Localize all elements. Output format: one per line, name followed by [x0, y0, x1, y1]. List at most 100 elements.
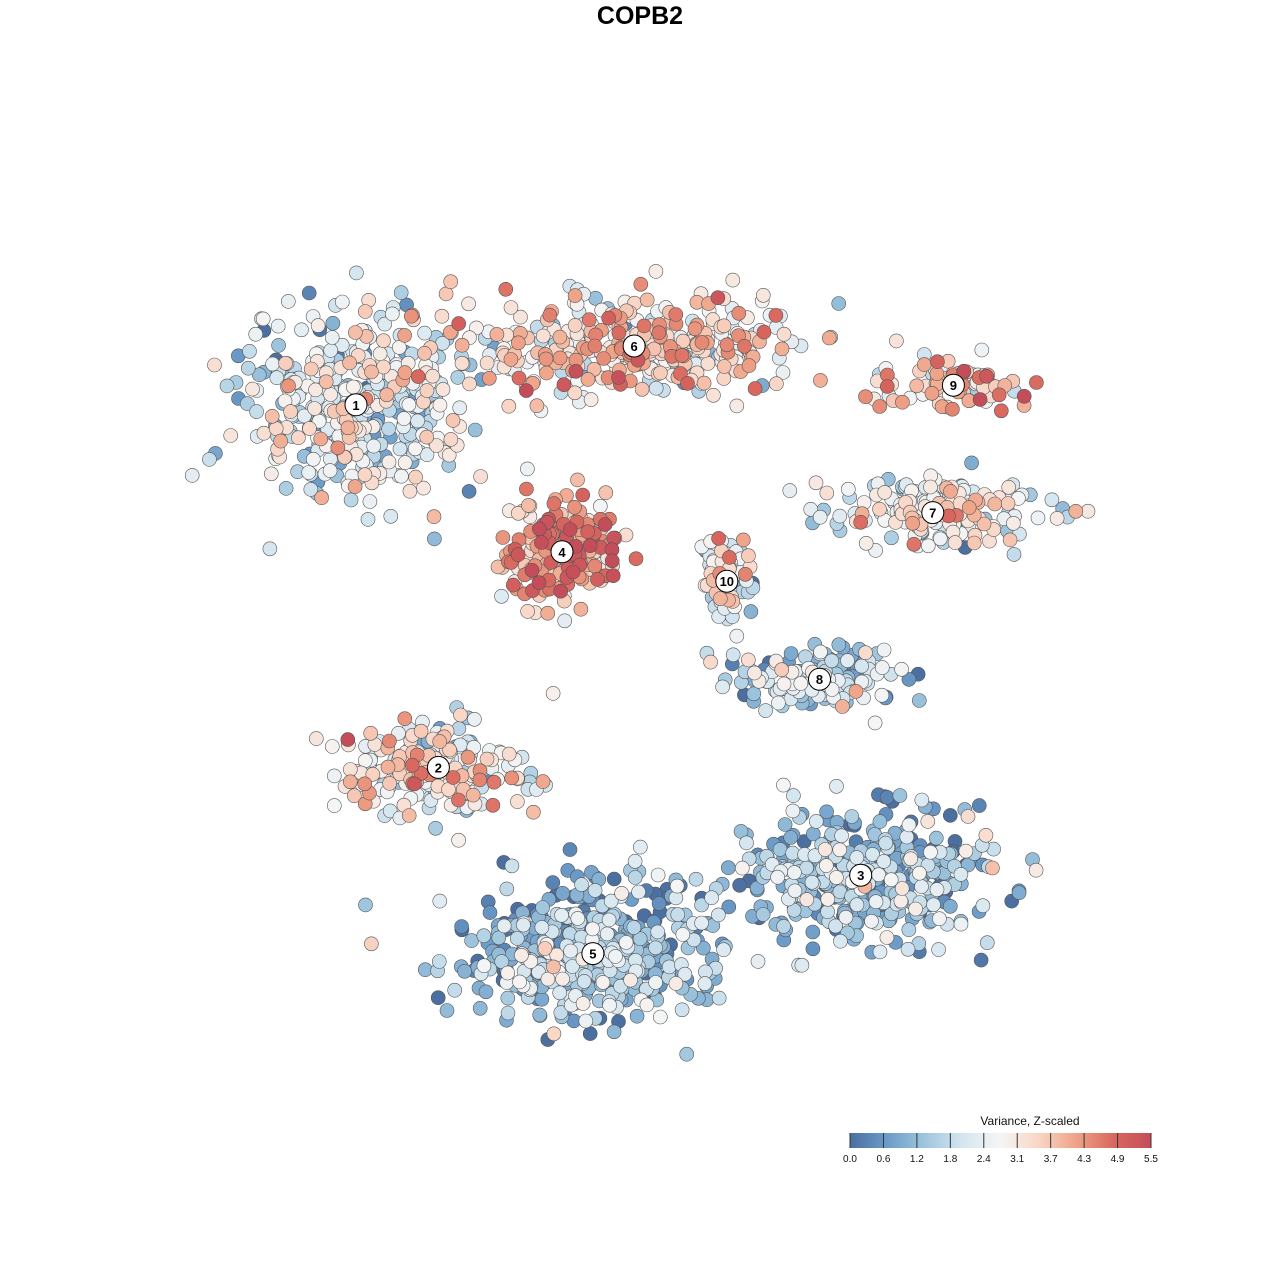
data-point: [639, 997, 655, 1013]
data-point: [255, 311, 271, 327]
data-point: [923, 844, 938, 860]
data-point: [443, 432, 459, 447]
data-point: [426, 509, 442, 525]
data-point: [202, 452, 217, 467]
data-point: [451, 721, 467, 736]
data-point: [804, 874, 820, 890]
data-point: [639, 292, 655, 308]
data-point: [501, 398, 517, 414]
data-point: [410, 369, 426, 384]
data-point: [865, 847, 880, 862]
data-point: [467, 711, 482, 727]
data-point: [838, 909, 854, 925]
data-point: [819, 804, 834, 820]
data-point: [495, 530, 511, 545]
data-point: [587, 558, 603, 574]
data-point: [534, 920, 550, 935]
data-point: [769, 376, 784, 392]
data-point: [953, 916, 969, 932]
data-point: [627, 870, 643, 885]
data-point: [552, 350, 568, 366]
data-point: [747, 381, 763, 396]
cluster-label-text: 3: [857, 868, 864, 883]
data-point: [737, 338, 752, 354]
data-point: [570, 911, 586, 926]
data-point: [805, 941, 821, 957]
data-point: [605, 568, 621, 584]
data-point: [849, 850, 865, 865]
data-point: [783, 646, 799, 661]
data-point: [901, 672, 917, 687]
data-point: [557, 613, 573, 629]
data-point: [697, 976, 713, 991]
data-point: [382, 776, 397, 791]
data-point: [832, 842, 848, 858]
data-point: [696, 375, 712, 391]
data-point: [223, 428, 238, 443]
data-point: [441, 447, 457, 463]
data-point: [438, 286, 454, 302]
data-point: [264, 408, 280, 424]
data-point: [840, 653, 855, 668]
data-point: [479, 355, 495, 371]
data-point: [679, 1046, 695, 1062]
data-point: [648, 975, 663, 990]
data-point: [747, 665, 762, 681]
data-point: [755, 907, 771, 922]
data-point: [410, 413, 425, 429]
data-point: [606, 1024, 622, 1040]
data-point: [604, 553, 620, 569]
data-point: [535, 328, 551, 344]
data-point: [346, 788, 362, 804]
cluster-label-text: 7: [929, 506, 936, 521]
data-point: [1049, 511, 1065, 526]
data-point: [553, 1005, 569, 1020]
data-point: [808, 475, 824, 491]
data-point: [576, 974, 592, 989]
data-point: [453, 707, 468, 723]
cluster-label-8: 8: [808, 667, 831, 691]
data-point: [535, 774, 551, 789]
data-point: [432, 734, 448, 749]
data-point: [417, 962, 433, 978]
data-point: [485, 797, 501, 813]
data-point: [876, 642, 892, 658]
data-point: [668, 307, 684, 322]
data-point: [953, 867, 969, 882]
data-point: [514, 947, 529, 963]
data-point: [520, 461, 535, 477]
data-point: [565, 564, 581, 580]
data-point: [472, 1000, 488, 1016]
data-point: [712, 591, 728, 606]
data-point: [828, 918, 843, 934]
data-point: [960, 809, 976, 824]
data-point: [323, 387, 338, 402]
data-point: [892, 788, 908, 803]
data-point: [450, 370, 466, 385]
data-point: [716, 318, 732, 334]
data-point: [661, 959, 677, 975]
data-point: [510, 335, 526, 351]
data-point: [447, 982, 463, 998]
data-point: [903, 851, 919, 867]
data-point: [343, 492, 359, 508]
data-point: [696, 940, 711, 956]
cluster-label-text: 4: [558, 545, 566, 560]
data-point: [500, 965, 516, 981]
data-point: [454, 355, 470, 371]
data-point: [879, 379, 895, 394]
data-point: [513, 309, 528, 325]
data-point: [703, 654, 718, 670]
data-point: [585, 921, 600, 937]
data-point: [932, 911, 947, 927]
data-point: [688, 871, 704, 887]
data-point: [467, 422, 483, 438]
data-point: [929, 882, 945, 897]
data-point: [1030, 510, 1046, 526]
data-point: [401, 397, 417, 413]
data-point: [307, 401, 322, 416]
data-point: [673, 366, 688, 381]
data-point: [831, 637, 847, 653]
data-point: [831, 296, 847, 311]
